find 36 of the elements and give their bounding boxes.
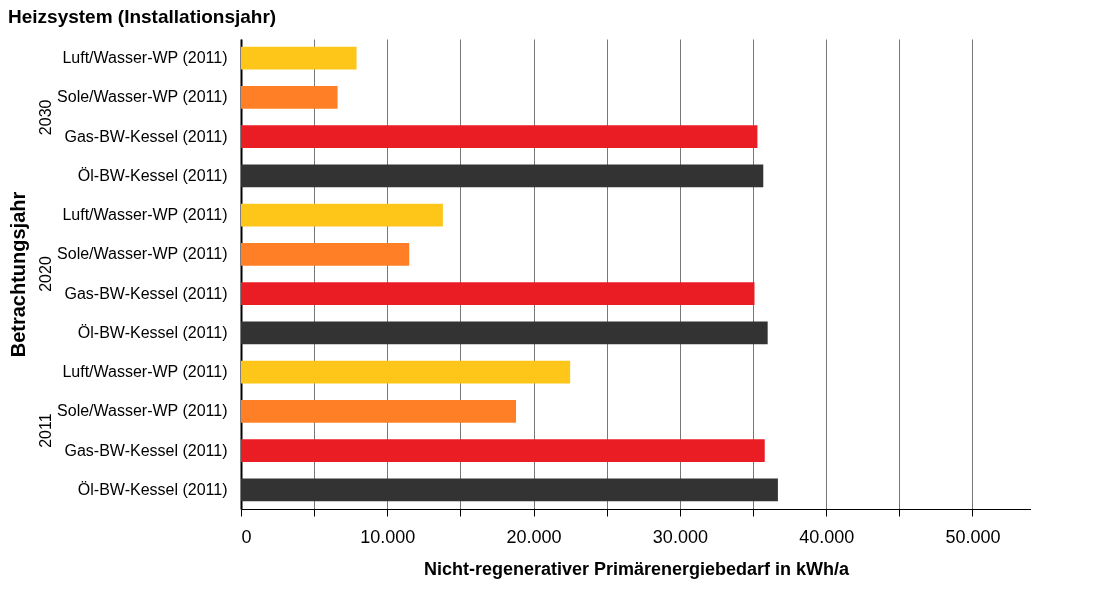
x-tick-label: 50.000 [945, 526, 1001, 547]
bar [241, 243, 410, 266]
bar [241, 203, 443, 227]
bar [241, 321, 768, 345]
x-axis-title: Nicht-regenerativer Primärenergiebedarf in kWh/a [423, 558, 851, 579]
bar [241, 125, 758, 149]
bar [241, 360, 571, 384]
bar [241, 86, 338, 109]
y-tick-label: Sole/Wasser-WP (2011) [57, 402, 228, 420]
y-tick-label: Gas-BW-Kessel (2011) [64, 284, 228, 302]
bar [241, 46, 357, 70]
x-tick-label: 0 [241, 526, 252, 547]
x-tick-label: 30.000 [652, 526, 708, 547]
y-tick-label: Sole/Wasser-WP (2011) [57, 88, 228, 106]
bar [241, 399, 517, 423]
bar [241, 478, 778, 502]
text: 2020 [37, 256, 54, 292]
y-tick-label: Gas-BW-Kessel (2011) [64, 127, 228, 145]
bar [241, 164, 764, 188]
x-tick-label: 40.000 [799, 526, 855, 547]
y-tick-label: Sole/Wasser-WP (2011) [57, 245, 228, 263]
y-axis-title: Betrachtungsjahr [6, 191, 29, 358]
y-tick-label: Luft/Wasser-WP (2011) [62, 49, 228, 67]
x-tick-label: 10.000 [360, 526, 416, 547]
bar [241, 282, 755, 305]
y-tick-label: Luft/Wasser-WP (2011) [62, 363, 228, 381]
x-tick-label: 20.000 [506, 526, 562, 547]
y-tick-label: Luft/Wasser-WP (2011) [62, 206, 228, 224]
text: 2011 [37, 413, 54, 448]
bar [241, 439, 765, 462]
chart-title: Heizsystem (Installationsjahr) [8, 6, 277, 27]
y-tick-label: Öl-BW-Kessel (2011) [77, 323, 228, 341]
y-tick-label: Gas-BW-Kessel (2011) [64, 441, 228, 459]
text: 2030 [37, 99, 54, 136]
y-tick-label: Öl-BW-Kessel (2011) [77, 480, 228, 498]
y-tick-label: Öl-BW-Kessel (2011) [77, 166, 228, 184]
